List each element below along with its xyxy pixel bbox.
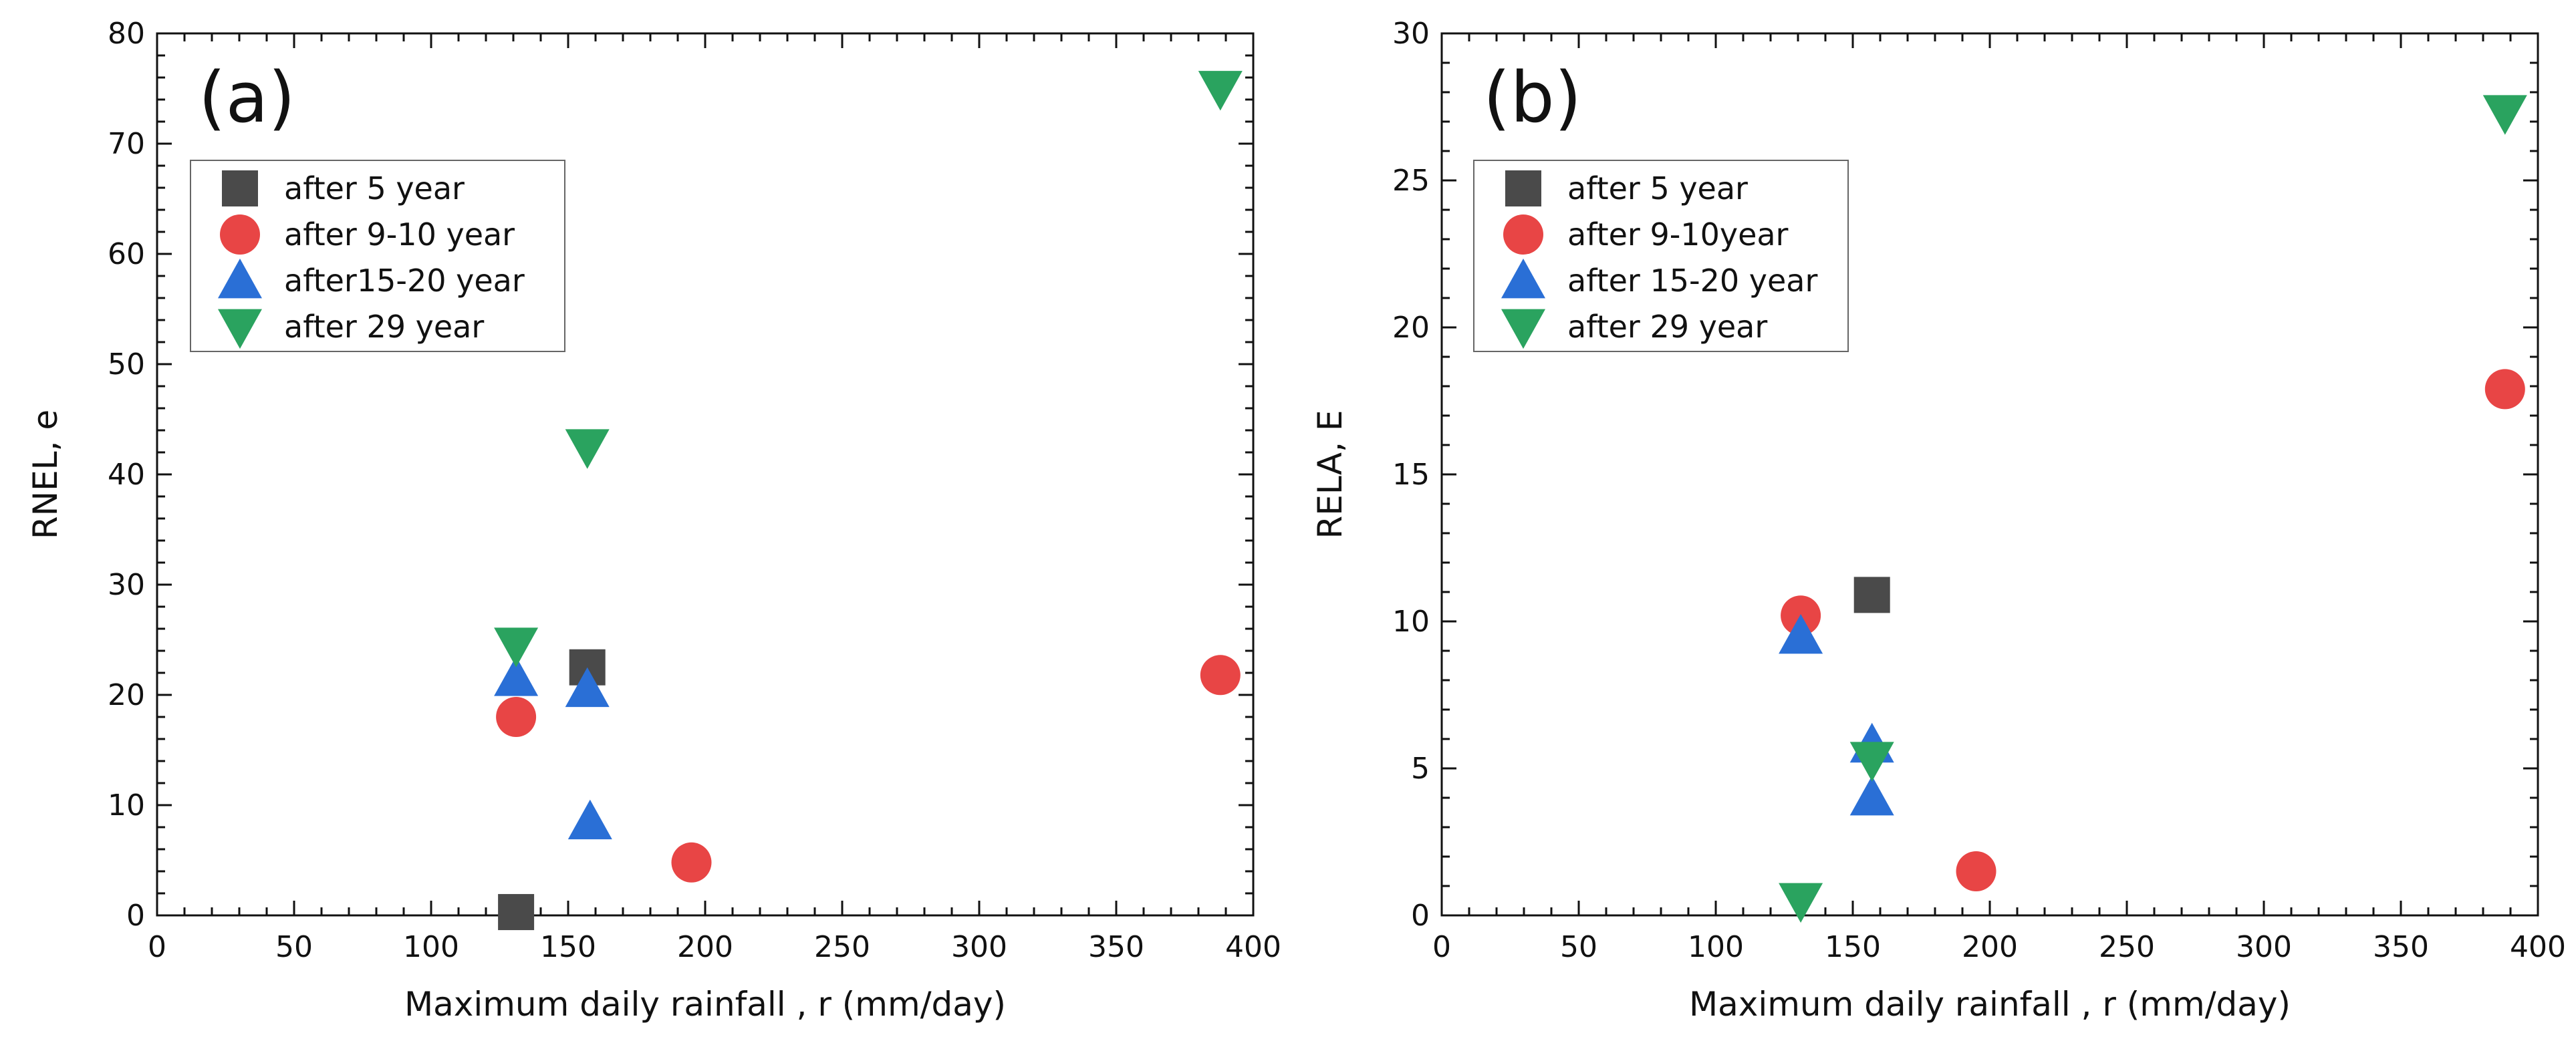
x-axis-title: Maximum daily rainfall , r (mm/day) [1689,985,2291,1024]
x-tick-label: 50 [275,930,313,964]
y-tick-label: 0 [126,899,145,933]
legend-marker [1501,309,1545,349]
legend-label: after 9-10 year [284,216,515,253]
legend-marker [1505,170,1541,206]
data-point [2484,369,2525,410]
legend-marker [222,170,258,206]
data-point [494,656,539,696]
panel-label: (a) [199,57,295,138]
x-tick-label: 250 [2099,930,2155,964]
legend-marker [218,309,262,349]
legend-label: after 5 year [284,170,465,206]
legend-marker [1503,214,1543,255]
legend-label: after 5 year [1567,170,1748,206]
x-tick-label: 250 [814,930,870,964]
x-tick-label: 350 [2373,930,2429,964]
data-point [565,667,610,708]
x-tick-label: 300 [951,930,1007,964]
y-tick-label: 80 [108,17,145,51]
legend-label: after15-20 year [284,263,525,299]
data-point [565,429,610,469]
y-tick-label: 30 [1392,17,1430,51]
data-point [2482,95,2527,135]
y-tick-label: 10 [108,788,145,823]
x-tick-label: 400 [2510,930,2566,964]
panel-a: 0 50 100 150 200 250 300 350 400 0 10 20 30 40 50 60 70 8… [26,17,1281,1024]
data-point [496,697,537,737]
data-point [1849,776,1894,816]
legend-marker [220,214,260,255]
x-axis-title: Maximum daily rainfall , r (mm/day) [404,985,1006,1024]
legend-label: after 29 year [1567,309,1767,345]
data-point [1200,655,1241,696]
data-point [498,894,535,931]
x-tick-label: 0 [148,930,166,964]
data-point [494,627,539,667]
data-point [1849,742,1894,782]
panel-label: (b) [1483,57,1581,138]
y-tick-label: 40 [108,458,145,492]
y-tick-label: 20 [1392,311,1430,345]
y-tick-label: 20 [108,678,145,712]
data-point [1779,883,1823,923]
y-tick-label: 5 [1411,752,1430,786]
y-tick-label: 30 [108,568,145,602]
y-tick-label: 70 [108,127,145,161]
legend-label: after 9-10year [1567,216,1789,253]
data-point [671,842,712,883]
y-tick-label: 50 [108,347,145,382]
y-tick-label: 60 [108,237,145,271]
x-tick-label: 100 [403,930,459,964]
x-tick-label: 150 [1825,930,1881,964]
x-tick-label: 200 [1962,930,2018,964]
legend-marker [218,259,262,299]
data-point [1779,614,1823,654]
x-tick-label: 400 [1225,930,1281,964]
data-point [1956,851,1997,891]
x-tick-label: 350 [1088,930,1144,964]
data-point [1853,577,1890,613]
x-tick-label: 50 [1560,930,1597,964]
legend: after 5 year after 9-10year after 15-20 ye… [1473,160,1849,352]
legend-label: after 15-20 year [1567,263,1817,299]
panel-b: 0 50 100 150 200 250 300 350 400 0 5 10 15 20 25 30 Maxi… [1311,17,2566,1024]
data-point [1198,71,1243,111]
legend: after 5 year after 9-10 year after15-20 ye… [190,160,565,352]
y-axis-title: RNEL, e [26,410,65,539]
y-tick-label: 0 [1411,899,1430,933]
x-tick-label: 200 [677,930,733,964]
x-tick-label: 150 [540,930,596,964]
x-tick-label: 0 [1432,930,1451,964]
x-tick-label: 300 [2236,930,2292,964]
y-tick-label: 25 [1392,164,1430,198]
legend-label: after 29 year [284,309,484,345]
legend-marker [1501,259,1545,299]
data-point [567,799,612,840]
x-tick-label: 100 [1688,930,1744,964]
y-tick-label: 15 [1392,458,1430,492]
y-tick-label: 10 [1392,605,1430,639]
y-axis-title: RELA, E [1311,410,1349,539]
